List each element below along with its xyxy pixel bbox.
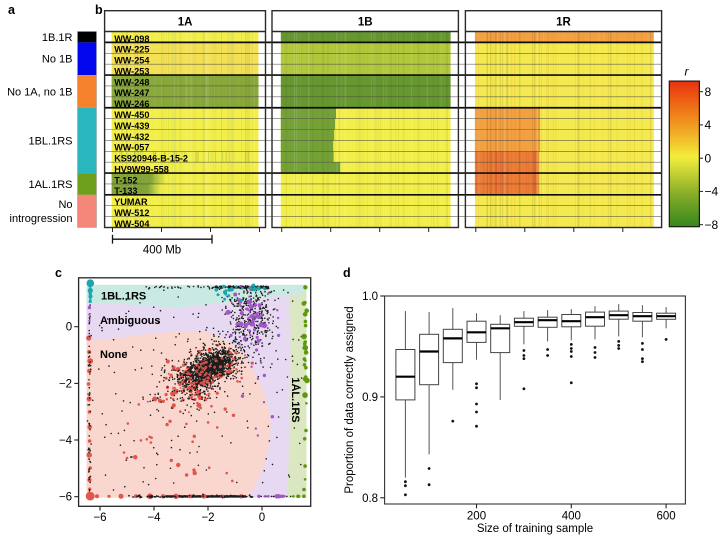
svg-text:T-152: T-152 — [114, 175, 137, 185]
svg-text:d: d — [343, 266, 351, 280]
svg-text:1R: 1R — [556, 16, 571, 28]
svg-text:YUMAR: YUMAR — [114, 197, 148, 207]
svg-text:WW-247: WW-247 — [114, 88, 149, 98]
svg-text:4: 4 — [705, 118, 712, 132]
svg-text:Size of training sample: Size of training sample — [477, 523, 593, 535]
svg-text:b: b — [95, 3, 103, 17]
svg-text:−2: −2 — [201, 512, 214, 524]
svg-text:−8: −8 — [705, 218, 719, 232]
svg-text:400: 400 — [562, 511, 581, 523]
svg-text:KS920946-B-15-2: KS920946-B-15-2 — [114, 154, 188, 164]
svg-text:−4: −4 — [705, 185, 719, 199]
svg-text:1A: 1A — [178, 16, 193, 28]
svg-text:200: 200 — [467, 511, 486, 523]
svg-text:WW-225: WW-225 — [114, 45, 149, 55]
svg-text:WW-432: WW-432 — [114, 132, 149, 142]
svg-text:No 1A, no 1B: No 1A, no 1B — [7, 86, 72, 98]
svg-text:8: 8 — [705, 85, 712, 99]
svg-text:HV9W99-558: HV9W99-558 — [114, 165, 169, 175]
svg-text:WW-057: WW-057 — [114, 143, 149, 153]
svg-text:0: 0 — [66, 322, 72, 334]
svg-text:600: 600 — [657, 511, 676, 523]
svg-text:No: No — [58, 199, 72, 211]
svg-text:1B.1R: 1B.1R — [42, 32, 73, 44]
svg-text:−2: −2 — [59, 378, 72, 390]
svg-text:a: a — [8, 3, 16, 17]
svg-text:−6: −6 — [93, 512, 106, 524]
svg-text:0.8: 0.8 — [362, 493, 378, 505]
svg-text:1B: 1B — [358, 16, 373, 28]
svg-text:1BL.1RS: 1BL.1RS — [28, 135, 72, 147]
svg-text:−6: −6 — [59, 492, 72, 504]
svg-text:0: 0 — [259, 512, 265, 524]
svg-text:0.9: 0.9 — [362, 392, 378, 404]
svg-text:−4: −4 — [59, 435, 73, 447]
svg-text:1.0: 1.0 — [362, 291, 378, 303]
svg-text:WW-450: WW-450 — [114, 110, 149, 120]
svg-text:1BL.1RS: 1BL.1RS — [101, 291, 146, 303]
svg-text:Ambiguous: Ambiguous — [100, 315, 161, 327]
svg-text:T-133: T-133 — [114, 186, 137, 196]
svg-text:1AL.1RS: 1AL.1RS — [289, 377, 301, 422]
svg-text:WW-512: WW-512 — [114, 208, 149, 218]
svg-text:WW-504: WW-504 — [114, 219, 150, 229]
svg-text:0: 0 — [705, 151, 712, 165]
svg-text:WW-439: WW-439 — [114, 121, 149, 131]
svg-text:−4: −4 — [147, 512, 161, 524]
svg-text:None: None — [100, 349, 128, 361]
svg-text:WW-248: WW-248 — [114, 77, 149, 87]
svg-text:introgression: introgression — [10, 213, 73, 225]
svg-text:WW-254: WW-254 — [114, 56, 150, 66]
svg-text:1AL.1RS: 1AL.1RS — [28, 179, 72, 191]
svg-text:c: c — [55, 266, 62, 280]
svg-text:400 Mb: 400 Mb — [143, 245, 181, 257]
svg-text:r: r — [685, 65, 690, 79]
svg-text:Proportion of data correctly a: Proportion of data correctly assigned — [344, 306, 356, 493]
svg-text:WW-246: WW-246 — [114, 99, 149, 109]
svg-text:WW-098: WW-098 — [114, 34, 149, 44]
svg-text:WW-253: WW-253 — [114, 67, 149, 77]
svg-text:No 1B: No 1B — [42, 54, 73, 66]
